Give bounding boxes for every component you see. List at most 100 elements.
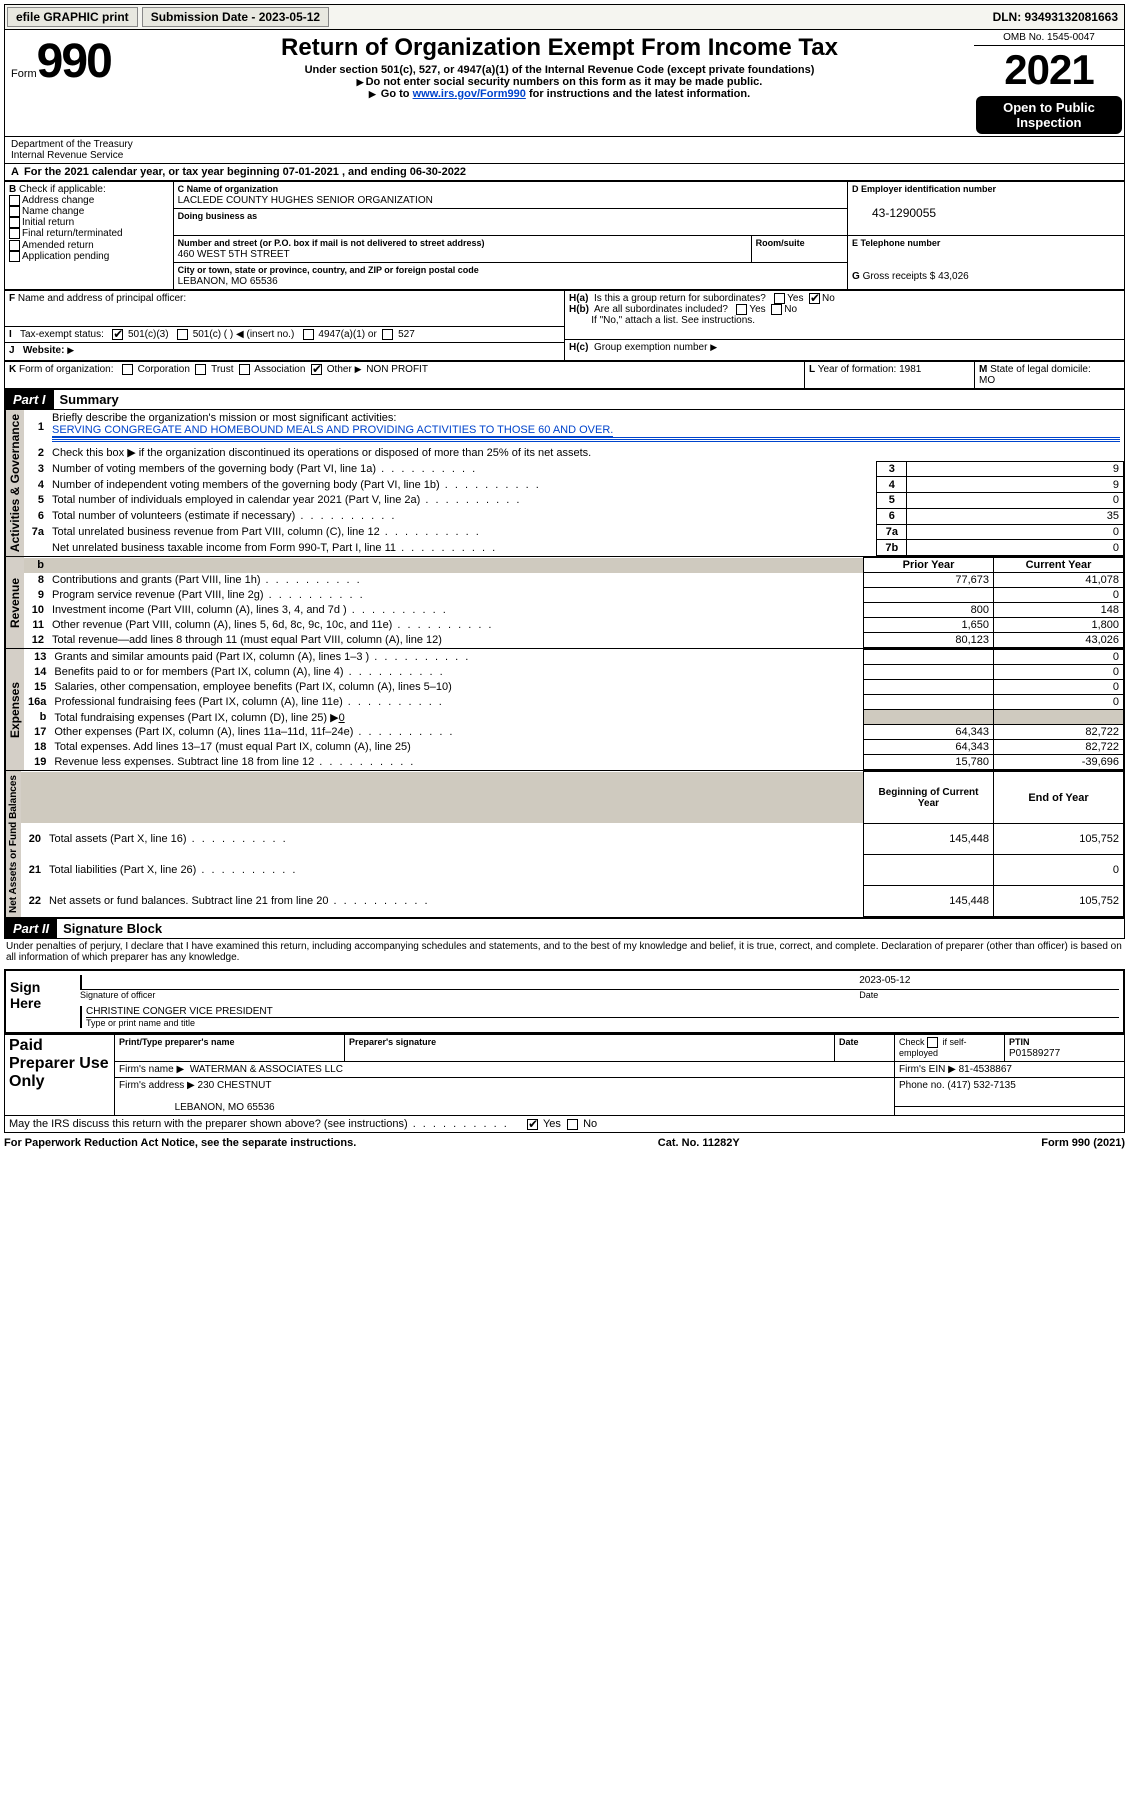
l11-curr: 1,800 xyxy=(994,618,1124,633)
l5-val: 0 xyxy=(907,493,1124,509)
l9-prior xyxy=(864,588,994,603)
l9-curr: 0 xyxy=(994,588,1124,603)
date-label: Date xyxy=(859,989,1119,1000)
name-change-checkbox[interactable] xyxy=(9,206,20,217)
line-f-letter: F xyxy=(9,293,15,304)
efile-button[interactable]: efile GRAPHIC print xyxy=(7,7,138,27)
part1-header-row: Part I Summary xyxy=(4,389,1125,410)
inspection-badge: Open to Public Inspection xyxy=(976,96,1122,134)
section-netassets: Net Assets or Fund Balances xyxy=(5,771,21,917)
city-label: City or town, state or province, country… xyxy=(178,265,479,275)
l8-curr: 41,078 xyxy=(994,573,1124,588)
submission-date-button[interactable]: Submission Date - 2023-05-12 xyxy=(142,7,329,27)
ein-value: 43-1290055 xyxy=(852,206,936,220)
opt-corp: Corporation xyxy=(138,364,190,375)
address-change-checkbox[interactable] xyxy=(9,195,20,206)
form-title: Return of Organization Exempt From Incom… xyxy=(149,34,970,62)
4947-checkbox[interactable] xyxy=(303,329,314,340)
current-year-hdr: Current Year xyxy=(994,558,1124,573)
hc-text: Group exemption number xyxy=(594,342,707,353)
dln-label: DLN: 93493132081663 xyxy=(987,10,1124,24)
501c3-checkbox[interactable] xyxy=(112,329,123,340)
ha-no: No xyxy=(822,293,835,304)
corp-checkbox[interactable] xyxy=(122,364,133,375)
year-formation-label: Year of formation: xyxy=(818,364,897,375)
hb-no-checkbox[interactable] xyxy=(771,304,782,315)
irs-no-checkbox[interactable] xyxy=(567,1119,578,1130)
irs-link[interactable]: www.irs.gov/Form990 xyxy=(413,88,526,100)
goto-pre: Go to xyxy=(381,88,413,100)
l14-curr: 0 xyxy=(994,665,1124,680)
form-header: Form990 Return of Organization Exempt Fr… xyxy=(4,30,1125,137)
form-word: Form xyxy=(11,68,37,80)
officer-name: CHRISTINE CONGER VICE PRESIDENT xyxy=(86,1006,1119,1017)
firm-addr2: LEBANON, MO 65536 xyxy=(175,1102,275,1113)
l20-beg: 145,448 xyxy=(864,823,994,854)
check-applicable-label: Check if applicable: xyxy=(19,184,106,195)
line-b-letter: B xyxy=(9,184,16,195)
part2-title: Signature Block xyxy=(57,921,162,936)
l9-label: Program service revenue (Part VIII, line… xyxy=(48,588,864,603)
footer-left: For Paperwork Reduction Act Notice, see … xyxy=(4,1137,356,1149)
hb-yes-checkbox[interactable] xyxy=(736,304,747,315)
line-i-letter: I xyxy=(9,329,12,340)
l16a-label: Professional fundraising fees (Part IX, … xyxy=(50,695,863,710)
ha-yes-checkbox[interactable] xyxy=(774,293,785,304)
assoc-checkbox[interactable] xyxy=(239,364,250,375)
hb-label: H(b) xyxy=(569,304,589,315)
l16a-curr: 0 xyxy=(994,695,1124,710)
prep-name-label: Print/Type preparer's name xyxy=(119,1037,235,1047)
b-letter: b xyxy=(37,559,44,571)
l18-label: Total expenses. Add lines 13–17 (must eq… xyxy=(50,740,863,755)
501c-checkbox[interactable] xyxy=(177,329,188,340)
section-revenue: Revenue xyxy=(5,557,24,648)
ha-text: Is this a group return for subordinates? xyxy=(594,293,766,304)
self-emp-checkbox[interactable] xyxy=(927,1037,938,1048)
paid-preparer-label: Paid Preparer Use Only xyxy=(5,1035,115,1116)
initial-return-checkbox[interactable] xyxy=(9,217,20,228)
gross-value: 43,026 xyxy=(938,271,969,282)
part1-header: Part I xyxy=(5,390,54,409)
prior-year-hdr: Prior Year xyxy=(864,558,994,573)
application-pending-checkbox[interactable] xyxy=(9,251,20,262)
trust-checkbox[interactable] xyxy=(195,364,206,375)
other-value: NON PROFIT xyxy=(366,364,428,375)
line-m-letter: M xyxy=(979,364,987,375)
amended-return-checkbox[interactable] xyxy=(9,240,20,251)
form-number: 990 xyxy=(37,35,111,88)
irs-no: No xyxy=(583,1118,597,1130)
l5-label: Total number of individuals employed in … xyxy=(48,493,877,509)
section-expenses: Expenses xyxy=(5,649,24,770)
l22-end: 105,752 xyxy=(994,886,1124,917)
irs-yes: Yes xyxy=(543,1118,561,1130)
firm-ein: 81-4538867 xyxy=(959,1064,1012,1075)
opt-trust: Trust xyxy=(211,364,233,375)
ptin-value: P01589277 xyxy=(1009,1048,1060,1059)
l17-curr: 82,722 xyxy=(994,725,1124,740)
527-checkbox[interactable] xyxy=(382,329,393,340)
l13-label: Grants and similar amounts paid (Part IX… xyxy=(50,650,863,665)
l21-label: Total liabilities (Part X, line 26) xyxy=(45,855,864,886)
opt-501c3: 501(c)(3) xyxy=(128,329,169,340)
l19-prior: 15,780 xyxy=(864,755,994,770)
hb-note: If "No," attach a list. See instructions… xyxy=(591,315,755,326)
opt-assoc: Association xyxy=(254,364,305,375)
sign-here-label: Sign Here xyxy=(6,971,76,1032)
sig-officer-label: Signature of officer xyxy=(80,989,859,1000)
org-name: LACLEDE COUNTY HUGHES SENIOR ORGANIZATIO… xyxy=(178,195,433,206)
line-l-letter: L xyxy=(809,364,815,375)
ha-no-checkbox[interactable] xyxy=(809,293,820,304)
klm-block: K Form of organization: Corporation Trus… xyxy=(4,361,1125,389)
other-checkbox[interactable] xyxy=(311,364,322,375)
irs-yes-checkbox[interactable] xyxy=(527,1119,538,1130)
opt-pending: Application pending xyxy=(22,251,109,262)
website-label: Website: xyxy=(23,345,65,356)
phone-label: Telephone number xyxy=(861,238,941,248)
beg-year-hdr: Beginning of Current Year xyxy=(864,772,994,824)
l21-beg xyxy=(864,855,994,886)
l4-label: Number of independent voting members of … xyxy=(48,477,877,493)
self-emp-label: Check if self-employed xyxy=(899,1037,967,1058)
l3-label: Number of voting members of the governin… xyxy=(48,461,877,477)
ein-label: Employer identification number xyxy=(861,184,996,194)
final-return-checkbox[interactable] xyxy=(9,228,20,239)
